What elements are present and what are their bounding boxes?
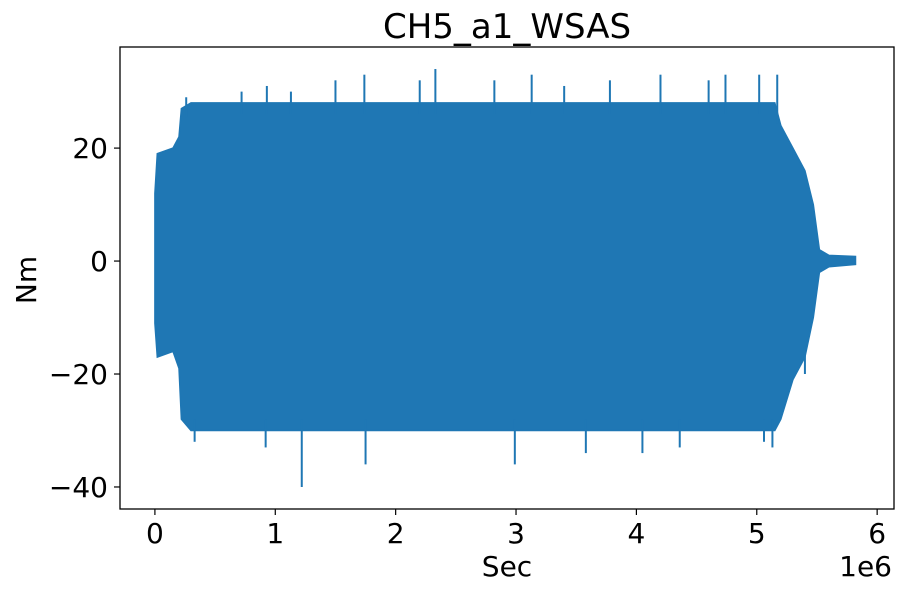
x-tick-label: 2 [387, 517, 405, 550]
y-tick-label: 0 [90, 245, 108, 278]
x-tick-label: 1 [266, 517, 284, 550]
x-ticks: 0 1 2 3 4 5 6 [146, 509, 886, 550]
y-axis-label: Nm [10, 256, 43, 304]
y-tick-label: −20 [49, 358, 108, 391]
x-tick-label: 0 [146, 517, 164, 550]
x-offset-label: 1e6 [839, 550, 892, 583]
series-envelope [154, 102, 857, 432]
x-tick-label: 5 [748, 517, 766, 550]
y-tick-label: 20 [72, 132, 108, 165]
y-ticks: 20 0 −20 −40 [49, 132, 120, 504]
x-tick-label: 6 [868, 517, 886, 550]
y-tick-label: −40 [49, 471, 108, 504]
plot-frame [119, 46, 895, 510]
series-layer [154, 69, 857, 487]
x-tick-label: 3 [507, 517, 525, 550]
x-axis-label: Sec [482, 550, 532, 583]
chart-title: CH5_a1_WSAS [383, 7, 631, 47]
x-tick-label: 4 [627, 517, 645, 550]
